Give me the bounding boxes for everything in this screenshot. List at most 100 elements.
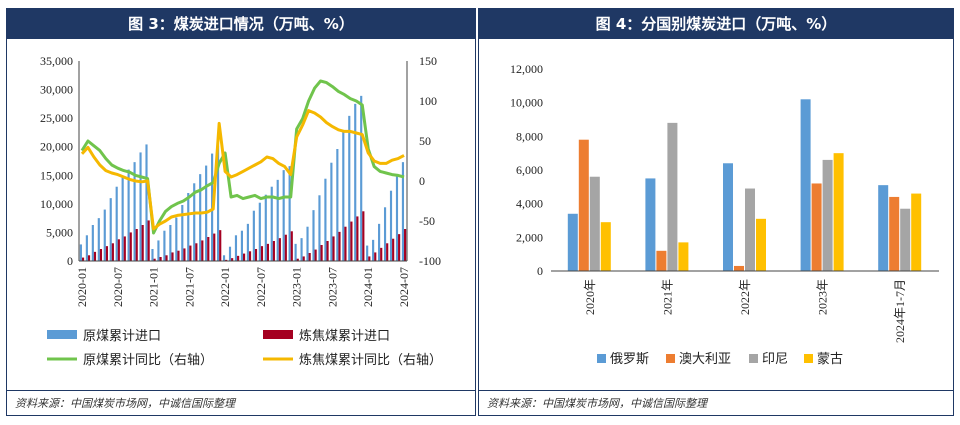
panel-title: 图 4：分国别煤炭进口（万吨、%） bbox=[479, 9, 953, 39]
bar bbox=[290, 231, 293, 261]
y-left-tick-label: 25,000 bbox=[40, 111, 73, 125]
bar bbox=[231, 258, 234, 261]
bar bbox=[199, 174, 202, 261]
bar bbox=[97, 218, 100, 261]
bar bbox=[911, 193, 922, 271]
divider bbox=[7, 390, 475, 391]
bar bbox=[181, 205, 184, 261]
bar bbox=[889, 196, 900, 271]
bar bbox=[240, 230, 243, 261]
y-tick-label: 8,000 bbox=[516, 129, 543, 143]
x-tick-label: 2024年1-7月 bbox=[893, 279, 907, 343]
bar bbox=[225, 259, 228, 261]
bar bbox=[360, 95, 363, 261]
y-tick-label: 4,000 bbox=[516, 197, 543, 211]
bar bbox=[243, 253, 246, 261]
bar bbox=[318, 195, 321, 261]
y-left-tick-label: 0 bbox=[67, 254, 73, 268]
bar bbox=[667, 122, 678, 272]
bar bbox=[87, 255, 91, 261]
x-tick-label: 2024-01 bbox=[361, 267, 375, 307]
bar bbox=[81, 257, 85, 261]
y-left-tick-label: 20,000 bbox=[40, 140, 73, 154]
bar bbox=[237, 255, 240, 261]
bar bbox=[163, 230, 166, 261]
bar bbox=[195, 243, 198, 261]
legend-label: 俄罗斯 bbox=[610, 351, 649, 366]
bar bbox=[350, 221, 353, 261]
bar bbox=[567, 213, 578, 271]
bar bbox=[326, 241, 329, 261]
bar bbox=[222, 255, 226, 261]
legend-label: 炼焦煤累计同比（右轴） bbox=[299, 352, 442, 367]
bar bbox=[151, 249, 154, 261]
legend-label: 蒙古 bbox=[817, 351, 843, 366]
bar bbox=[129, 232, 132, 261]
y-tick-label: 2,000 bbox=[516, 230, 543, 244]
bar bbox=[171, 252, 174, 261]
y-tick-label: 10,000 bbox=[510, 96, 543, 110]
series-line bbox=[80, 79, 405, 235]
bar bbox=[207, 237, 210, 261]
bar bbox=[330, 162, 333, 261]
y-tick-label: 12,000 bbox=[510, 62, 543, 76]
bar bbox=[93, 251, 97, 261]
y-right-tick-label: -100 bbox=[419, 254, 441, 268]
x-tick-label: 2022-01 bbox=[218, 267, 232, 307]
bar bbox=[213, 233, 216, 261]
bar bbox=[79, 244, 82, 261]
bar bbox=[800, 99, 811, 271]
bar bbox=[354, 103, 357, 261]
bar bbox=[127, 169, 130, 261]
bar bbox=[282, 170, 285, 261]
bar bbox=[324, 178, 327, 261]
source-note: 资料来源：中国煤炭市场网，中诚信国际整理 bbox=[487, 397, 707, 410]
x-tick-label: 2023年 bbox=[816, 279, 830, 315]
bar bbox=[123, 236, 126, 261]
bar bbox=[878, 185, 889, 271]
bar bbox=[734, 265, 744, 271]
bar bbox=[278, 238, 281, 261]
bar bbox=[378, 223, 381, 261]
bar bbox=[115, 186, 118, 261]
bar bbox=[300, 238, 303, 261]
bar bbox=[159, 257, 162, 261]
y-tick-label: 0 bbox=[537, 264, 543, 278]
bar bbox=[260, 246, 264, 261]
bar bbox=[336, 149, 339, 261]
y-tick-label: 6,000 bbox=[516, 163, 543, 177]
panel-title: 图 3：煤炭进口情况（万吨、%） bbox=[7, 9, 475, 39]
bar bbox=[234, 235, 238, 261]
bar bbox=[356, 216, 359, 261]
bar bbox=[314, 249, 317, 261]
bar bbox=[362, 211, 365, 261]
bar bbox=[294, 243, 297, 261]
x-tick-label: 2020年 bbox=[583, 279, 597, 315]
bar bbox=[109, 198, 112, 261]
bar bbox=[398, 234, 401, 261]
bar bbox=[284, 234, 287, 261]
legend-swatch bbox=[597, 354, 606, 363]
source-note: 资料来源：中国煤炭市场网，中诚信国际整理 bbox=[15, 397, 235, 410]
bar bbox=[600, 222, 611, 271]
bar bbox=[91, 225, 94, 261]
bar bbox=[344, 226, 347, 261]
legend-label: 原煤累计同比（右轴） bbox=[83, 352, 213, 367]
bar bbox=[270, 186, 273, 261]
legend-label: 炼焦煤累计进口 bbox=[299, 328, 390, 343]
bar bbox=[189, 245, 192, 261]
bar bbox=[389, 190, 393, 261]
bar bbox=[135, 229, 138, 261]
x-tick-label: 2021年 bbox=[660, 279, 674, 315]
bar bbox=[219, 230, 222, 261]
bar bbox=[272, 241, 275, 261]
bar bbox=[175, 217, 178, 261]
y-right-tick-label: 50 bbox=[419, 134, 431, 148]
y-left-tick-label: 5,000 bbox=[46, 225, 73, 239]
bar bbox=[157, 240, 160, 261]
bar bbox=[306, 226, 309, 261]
bar bbox=[133, 162, 136, 261]
legend-swatch bbox=[749, 354, 758, 363]
x-tick-label: 2023-01 bbox=[290, 267, 304, 307]
bar bbox=[153, 258, 156, 261]
